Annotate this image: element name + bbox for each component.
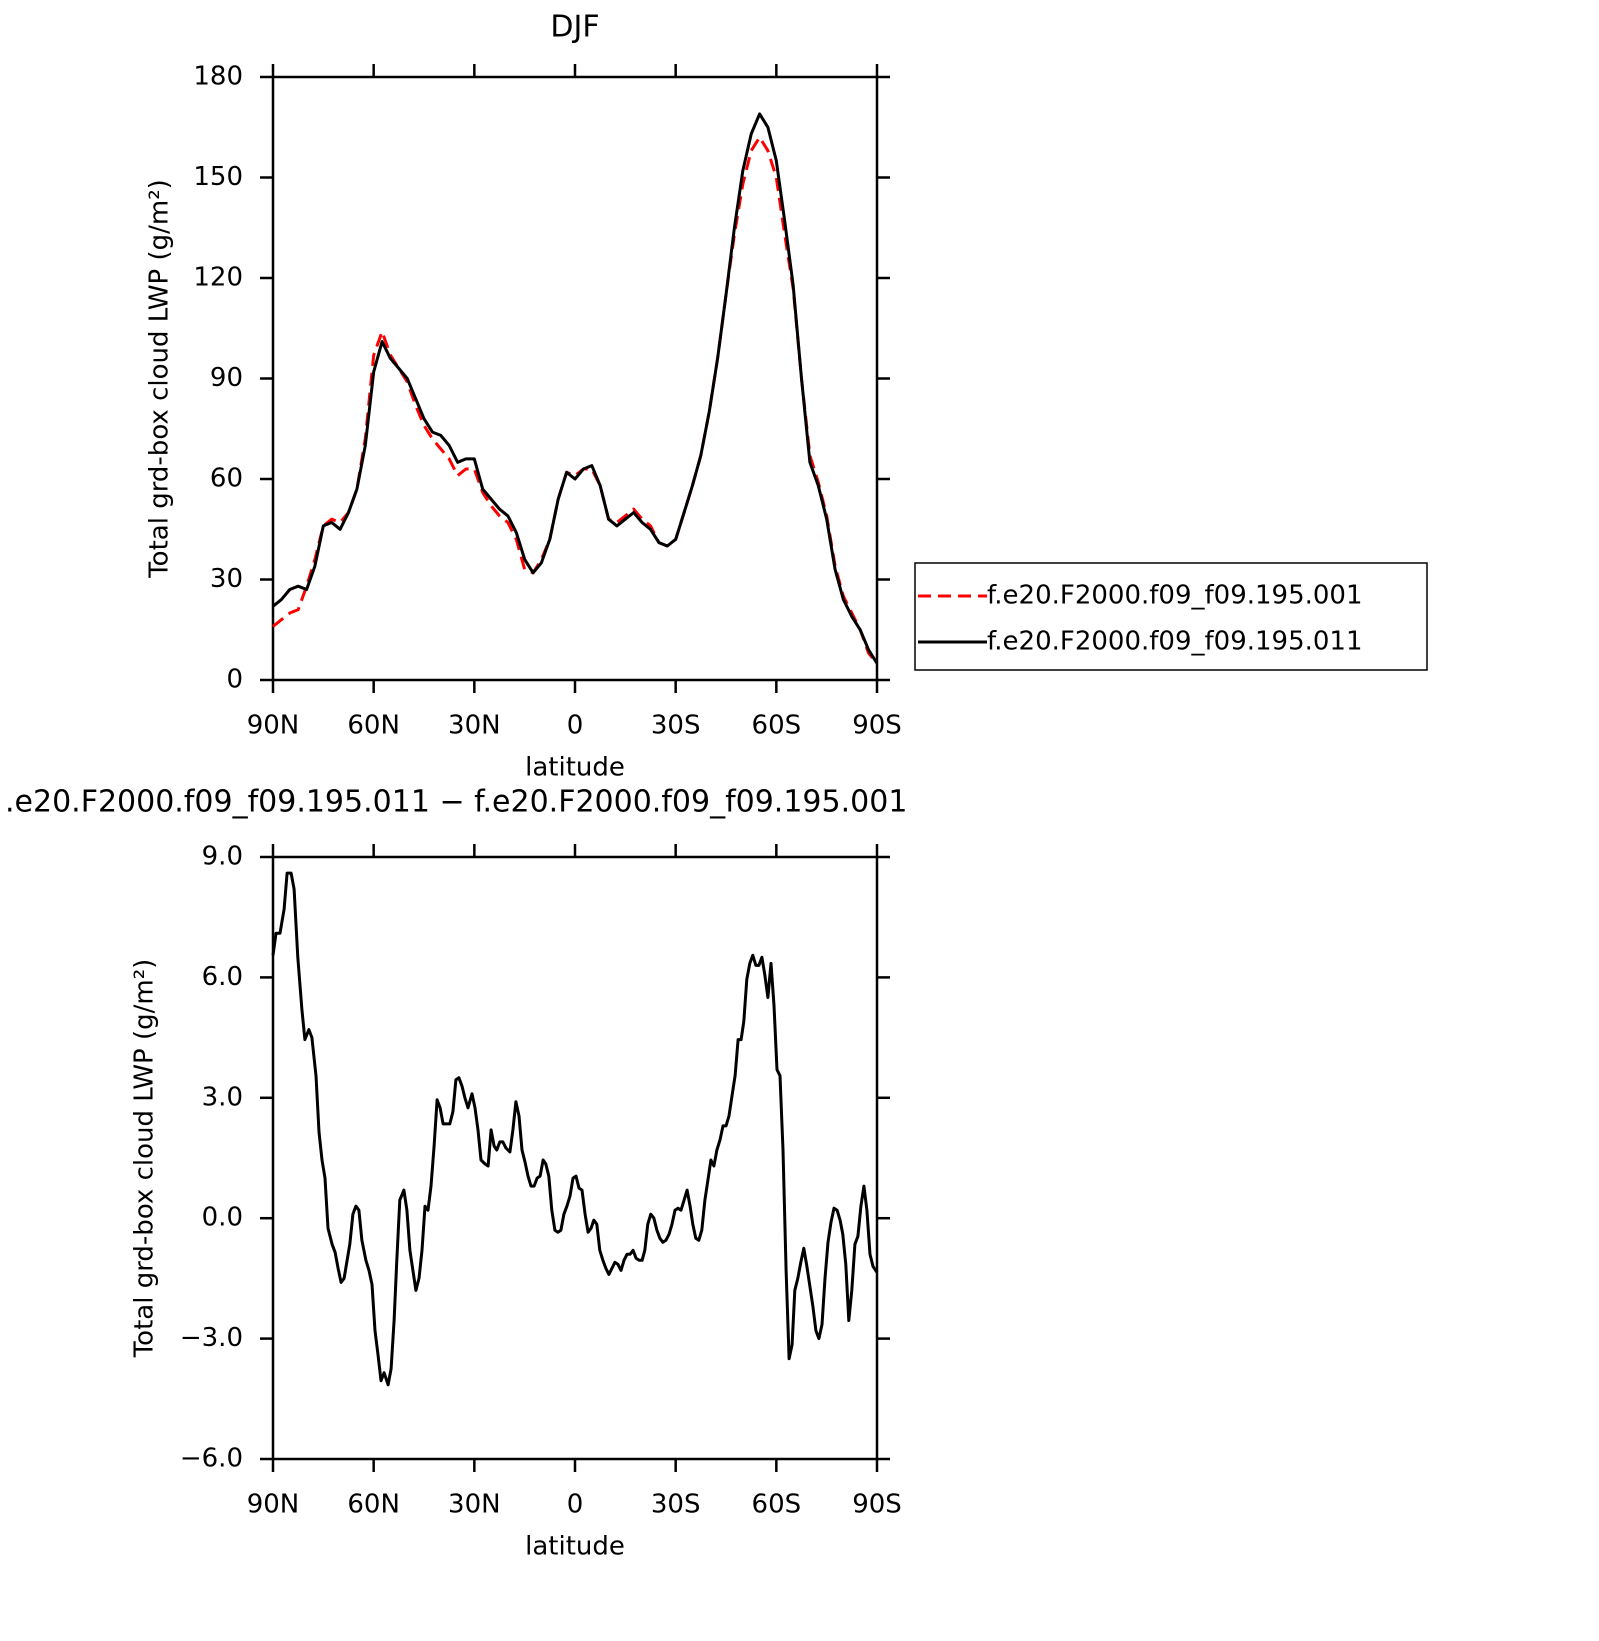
x-tick-label: 60N xyxy=(347,1490,400,1520)
x-tick-label: 30N xyxy=(448,1490,501,1520)
chart-title: DJF xyxy=(550,10,599,45)
y-axis-label: Total grd-box cloud LWP (g/m²) xyxy=(130,959,160,1359)
y-tick-label: 0.0 xyxy=(202,1203,243,1233)
y-tick-label: 3.0 xyxy=(202,1082,243,1112)
y-tick-label: 90 xyxy=(210,363,243,393)
y-tick-label: −6.0 xyxy=(180,1444,243,1474)
plot-frame xyxy=(271,855,879,1461)
x-tick-label: 90S xyxy=(852,1490,902,1520)
y-tick-label: 9.0 xyxy=(202,842,243,872)
x-tick-label: 30S xyxy=(651,1490,701,1520)
chart-title: .e20.F2000.f09_f09.195.011 − f.e20.F2000… xyxy=(5,785,907,820)
x-tick-label: 90N xyxy=(247,711,300,741)
legend-label: f.e20.F2000.f09_f09.195.011 xyxy=(987,627,1363,657)
legend-label: f.e20.F2000.f09_f09.195.001 xyxy=(987,581,1363,611)
data-line xyxy=(272,135,879,665)
x-tick-label: 0 xyxy=(567,711,584,741)
legend-box xyxy=(914,562,1428,671)
y-axis-label: Total grd-box cloud LWP (g/m²) xyxy=(145,179,175,579)
data-line xyxy=(271,871,879,1387)
y-tick-label: 180 xyxy=(193,62,243,92)
x-tick-label: 30S xyxy=(651,711,701,741)
y-tick-label: 120 xyxy=(193,263,243,293)
plot-frame xyxy=(271,75,879,682)
x-tick-label: 90S xyxy=(852,711,902,741)
y-tick-label: 150 xyxy=(193,162,243,192)
x-axis-label: latitude xyxy=(525,1532,625,1562)
x-tick-label: 30N xyxy=(448,711,501,741)
y-tick-label: 6.0 xyxy=(202,962,243,992)
y-tick-label: 0 xyxy=(226,665,243,695)
x-tick-label: 60N xyxy=(347,711,400,741)
x-tick-label: 60S xyxy=(752,711,802,741)
x-tick-label: 60S xyxy=(752,1490,802,1520)
data-line xyxy=(272,112,879,665)
x-axis-label: latitude xyxy=(525,753,625,783)
y-tick-label: 60 xyxy=(210,464,243,494)
x-tick-label: 90N xyxy=(247,1490,300,1520)
y-tick-label: 30 xyxy=(210,564,243,594)
y-tick-label: −3.0 xyxy=(180,1323,243,1353)
x-tick-label: 0 xyxy=(567,1490,584,1520)
